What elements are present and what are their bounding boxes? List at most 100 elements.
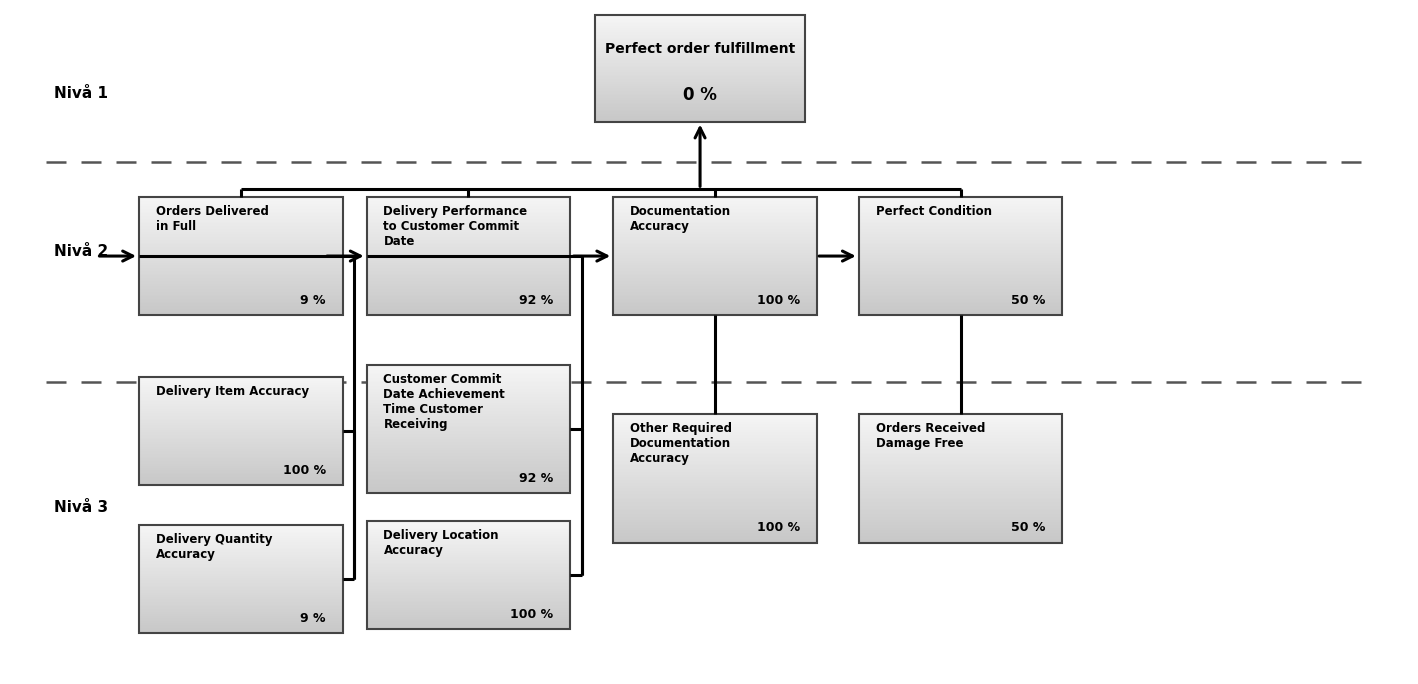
Bar bbox=[594, 75, 805, 77]
Bar bbox=[366, 589, 570, 590]
Bar bbox=[366, 211, 570, 213]
Bar bbox=[594, 21, 805, 22]
Bar bbox=[366, 467, 570, 469]
Bar bbox=[366, 400, 570, 402]
Bar bbox=[613, 517, 817, 518]
Bar bbox=[859, 541, 1062, 542]
Bar bbox=[139, 574, 343, 575]
Bar bbox=[366, 201, 570, 202]
Bar bbox=[139, 472, 343, 473]
Bar bbox=[366, 291, 570, 293]
Bar bbox=[139, 460, 343, 461]
Bar bbox=[366, 410, 570, 411]
Bar bbox=[613, 282, 817, 285]
Text: 100 %: 100 % bbox=[757, 521, 800, 534]
Bar bbox=[613, 295, 817, 296]
Bar bbox=[859, 278, 1062, 280]
Bar bbox=[366, 278, 570, 280]
Bar bbox=[366, 215, 570, 216]
Bar bbox=[594, 103, 805, 105]
Bar bbox=[139, 471, 343, 472]
Bar bbox=[366, 552, 570, 553]
Bar bbox=[594, 114, 805, 115]
Bar bbox=[139, 287, 343, 289]
Bar bbox=[859, 446, 1062, 448]
Bar bbox=[613, 293, 817, 295]
Bar bbox=[366, 562, 570, 563]
Bar bbox=[139, 599, 343, 601]
Bar bbox=[613, 421, 817, 422]
Bar bbox=[366, 451, 570, 453]
Bar bbox=[139, 254, 343, 256]
Text: Perfect Condition: Perfect Condition bbox=[875, 205, 991, 218]
Bar bbox=[594, 15, 805, 16]
Bar bbox=[366, 622, 570, 624]
Bar bbox=[613, 306, 817, 308]
Bar bbox=[613, 289, 817, 290]
Bar bbox=[366, 373, 570, 374]
Bar bbox=[613, 234, 817, 235]
Bar bbox=[613, 238, 817, 240]
Text: Delivery Item Accuracy: Delivery Item Accuracy bbox=[156, 384, 309, 397]
Bar bbox=[366, 549, 570, 551]
Bar bbox=[139, 431, 343, 432]
Bar bbox=[613, 497, 817, 499]
Bar bbox=[859, 460, 1062, 462]
Bar bbox=[139, 299, 343, 300]
Bar bbox=[859, 435, 1062, 436]
Bar bbox=[613, 527, 817, 528]
Bar bbox=[859, 200, 1062, 201]
Bar bbox=[859, 305, 1062, 306]
Bar bbox=[594, 64, 805, 66]
Bar bbox=[139, 306, 343, 308]
Bar bbox=[859, 483, 1062, 485]
Text: Nivå 1: Nivå 1 bbox=[54, 86, 108, 101]
Bar bbox=[366, 368, 570, 369]
Bar bbox=[366, 624, 570, 625]
Bar bbox=[859, 287, 1062, 289]
Bar bbox=[139, 202, 343, 205]
Bar bbox=[859, 272, 1062, 274]
Bar bbox=[366, 424, 570, 425]
Bar bbox=[366, 579, 570, 581]
Bar bbox=[139, 534, 343, 536]
Bar bbox=[859, 267, 1062, 268]
Bar bbox=[139, 205, 343, 206]
Bar bbox=[859, 454, 1062, 456]
Bar bbox=[139, 225, 343, 226]
Bar bbox=[859, 250, 1062, 252]
Bar bbox=[594, 40, 805, 42]
Bar bbox=[139, 590, 343, 591]
Bar bbox=[139, 618, 343, 620]
Bar bbox=[859, 216, 1062, 218]
Bar bbox=[139, 280, 343, 281]
Bar bbox=[594, 109, 805, 111]
Bar bbox=[594, 88, 805, 90]
Bar bbox=[139, 536, 343, 537]
Bar bbox=[366, 541, 570, 542]
Bar bbox=[366, 271, 570, 272]
Bar bbox=[594, 83, 805, 84]
Bar bbox=[366, 618, 570, 620]
Bar bbox=[366, 537, 570, 538]
Bar bbox=[139, 456, 343, 457]
Bar bbox=[366, 421, 570, 423]
Bar bbox=[613, 300, 817, 302]
Bar bbox=[139, 447, 343, 449]
Bar bbox=[139, 305, 343, 306]
Bar bbox=[859, 508, 1062, 509]
Bar bbox=[366, 259, 570, 261]
Bar bbox=[613, 496, 817, 497]
Bar bbox=[859, 226, 1062, 228]
Bar bbox=[613, 206, 817, 207]
Bar bbox=[613, 449, 817, 451]
Bar bbox=[139, 424, 343, 425]
Bar bbox=[139, 235, 343, 237]
Bar bbox=[366, 437, 570, 438]
Bar bbox=[139, 417, 343, 419]
Bar bbox=[366, 277, 570, 278]
Bar bbox=[859, 229, 1062, 231]
Bar bbox=[139, 282, 343, 285]
Bar bbox=[613, 419, 817, 421]
Bar bbox=[139, 570, 343, 571]
